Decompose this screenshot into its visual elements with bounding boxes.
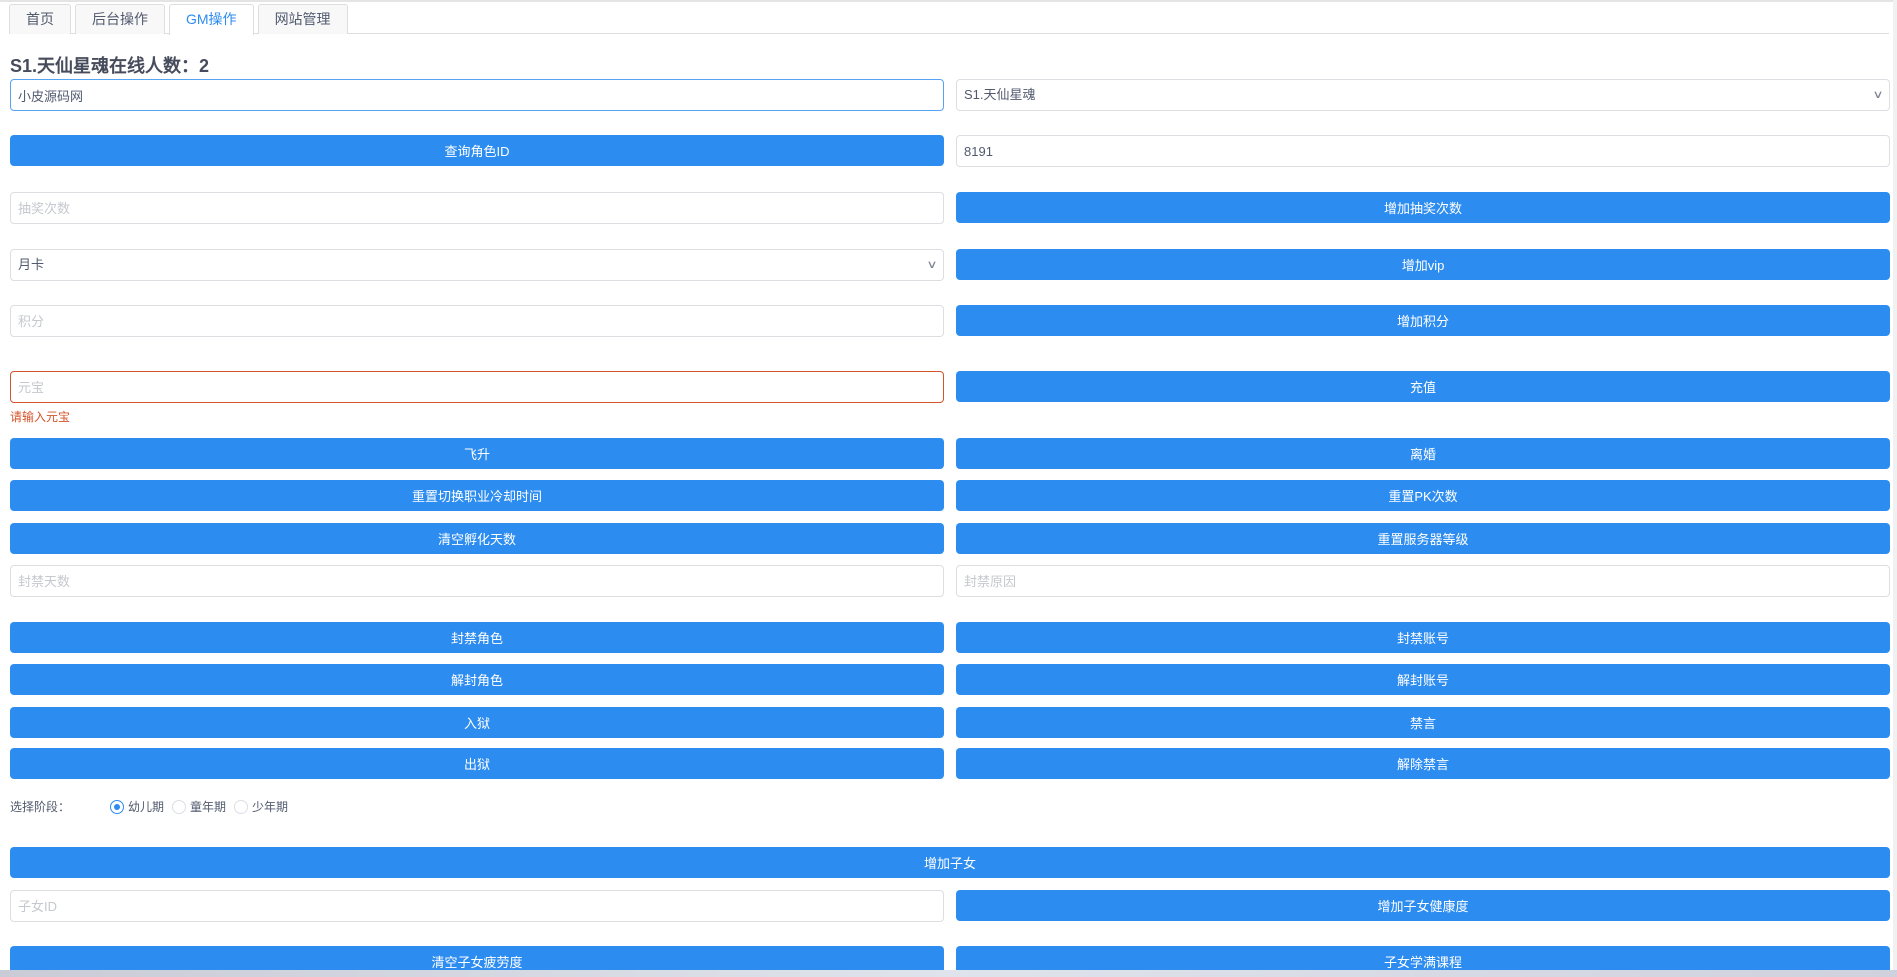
reset-server-level-button[interactable]: 重置服务器等级 <box>956 523 1890 554</box>
add-child-health-button[interactable]: 增加子女健康度 <box>956 890 1890 921</box>
radio-label: 少年期 <box>252 800 289 814</box>
tab-gm[interactable]: GM操作 <box>169 4 254 35</box>
chevron-down-icon: ∨ <box>1872 89 1884 101</box>
recharge-button[interactable]: 充值 <box>956 371 1890 402</box>
server-select[interactable]: S1.天仙星魂 ∨ <box>956 79 1890 111</box>
clear-hatch-days-button[interactable]: 清空孵化天数 <box>10 523 944 554</box>
stage-radio-group: 选择阶段： 幼儿期 童年期 少年期 <box>10 798 296 815</box>
unban-account-button[interactable]: 解封账号 <box>956 664 1890 695</box>
stage-radio-youth[interactable]: 少年期 <box>234 798 288 815</box>
divorce-button[interactable]: 离婚 <box>956 438 1890 469</box>
stage-label: 选择阶段： <box>10 800 71 814</box>
unmute-button[interactable]: 解除禁言 <box>956 748 1890 779</box>
radio-label: 幼儿期 <box>128 800 165 814</box>
mute-button[interactable]: 禁言 <box>956 707 1890 738</box>
release-jail-button[interactable]: 出狱 <box>10 748 944 779</box>
reset-pk-button[interactable]: 重置PK次数 <box>956 480 1890 511</box>
add-child-button[interactable]: 增加子女 <box>10 847 1890 878</box>
vip-select-value: 月卡 <box>18 257 45 272</box>
jail-button[interactable]: 入狱 <box>10 707 944 738</box>
stage-radio-child[interactable]: 童年期 <box>172 798 226 815</box>
tab-backend[interactable]: 后台操作 <box>75 4 165 34</box>
ban-account-button[interactable]: 封禁账号 <box>956 622 1890 653</box>
stage-radio-infant[interactable]: 幼儿期 <box>110 798 164 815</box>
child-id-input[interactable] <box>10 890 944 922</box>
bottom-bar <box>0 970 1897 977</box>
tab-home[interactable]: 首页 <box>9 4 71 34</box>
server-select-value: S1.天仙星魂 <box>964 87 1036 102</box>
ban-role-button[interactable]: 封禁角色 <box>10 622 944 653</box>
reset-class-cooldown-button[interactable]: 重置切换职业冷却时间 <box>10 480 944 511</box>
top-border <box>0 0 1897 2</box>
tab-bar: 首页 后台操作 GM操作 网站管理 <box>9 4 1889 35</box>
radio-checked-icon <box>110 799 124 814</box>
ascend-button[interactable]: 飞升 <box>10 438 944 469</box>
scrollbar[interactable] <box>1893 0 1897 970</box>
page-title: S1.天仙星魂在线人数：2 <box>10 56 210 76</box>
vip-select[interactable]: 月卡 ∨ <box>10 249 944 281</box>
chevron-down-icon: ∨ <box>926 259 938 271</box>
role-id-input[interactable] <box>956 135 1890 167</box>
yuanbao-error: 请输入元宝 <box>10 410 71 424</box>
ban-days-input[interactable] <box>10 565 944 597</box>
lottery-count-input[interactable] <box>10 192 944 224</box>
ban-reason-input[interactable] <box>956 565 1890 597</box>
add-lottery-button[interactable]: 增加抽奖次数 <box>956 192 1890 223</box>
account-input[interactable] <box>10 79 944 111</box>
add-points-button[interactable]: 增加积分 <box>956 305 1890 336</box>
yuanbao-input[interactable] <box>10 371 944 403</box>
radio-unchecked-icon <box>172 799 187 814</box>
radio-unchecked-icon <box>234 799 249 814</box>
tab-site-admin[interactable]: 网站管理 <box>257 4 348 34</box>
radio-label: 童年期 <box>190 800 227 814</box>
query-role-id-button[interactable]: 查询角色ID <box>10 135 944 166</box>
add-vip-button[interactable]: 增加vip <box>956 249 1890 280</box>
unban-role-button[interactable]: 解封角色 <box>10 664 944 695</box>
points-input[interactable] <box>10 305 944 337</box>
